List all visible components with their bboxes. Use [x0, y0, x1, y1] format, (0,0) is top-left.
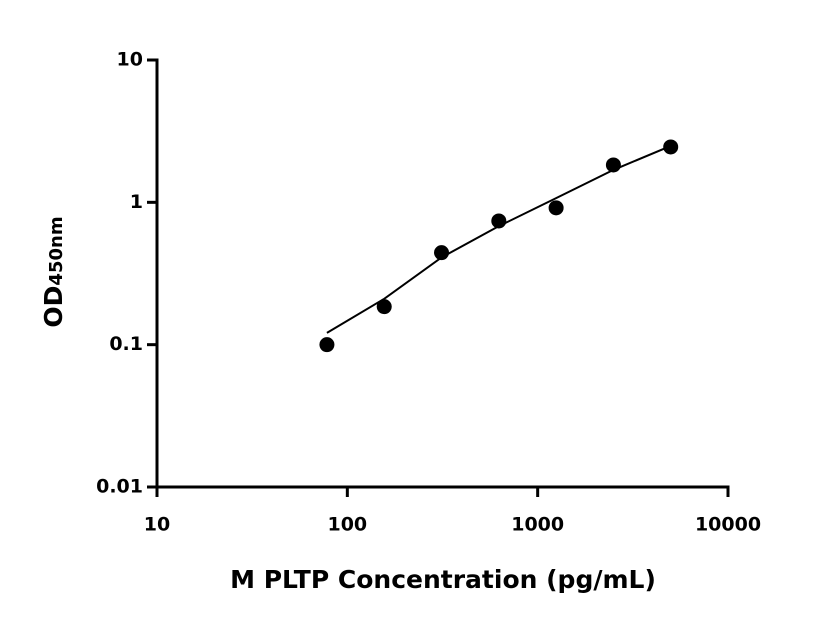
- y-tick-label: 1: [130, 191, 143, 213]
- y-tick-label: 10: [117, 49, 143, 71]
- data-point: [663, 139, 679, 155]
- x-tick-label: 1000: [511, 514, 564, 536]
- y-tick-label: 0.1: [109, 333, 143, 355]
- x-axis-title: M PLTP Concentration (pg/mL): [230, 565, 656, 594]
- x-tick-label: 10: [144, 514, 170, 536]
- data-point: [548, 200, 564, 216]
- data-point: [491, 213, 507, 229]
- data-point: [319, 337, 335, 353]
- y-axis-title: OD450nm: [39, 216, 68, 327]
- y-axis-title-main: OD: [39, 286, 68, 328]
- x-tick-label: 10000: [695, 514, 761, 536]
- data-point: [605, 157, 621, 173]
- y-tick-label: 0.01: [96, 476, 143, 498]
- data-point: [434, 245, 450, 261]
- data-point: [376, 299, 392, 315]
- x-tick-label: 100: [327, 514, 367, 536]
- y-axis-title-sub: 450nm: [46, 216, 67, 285]
